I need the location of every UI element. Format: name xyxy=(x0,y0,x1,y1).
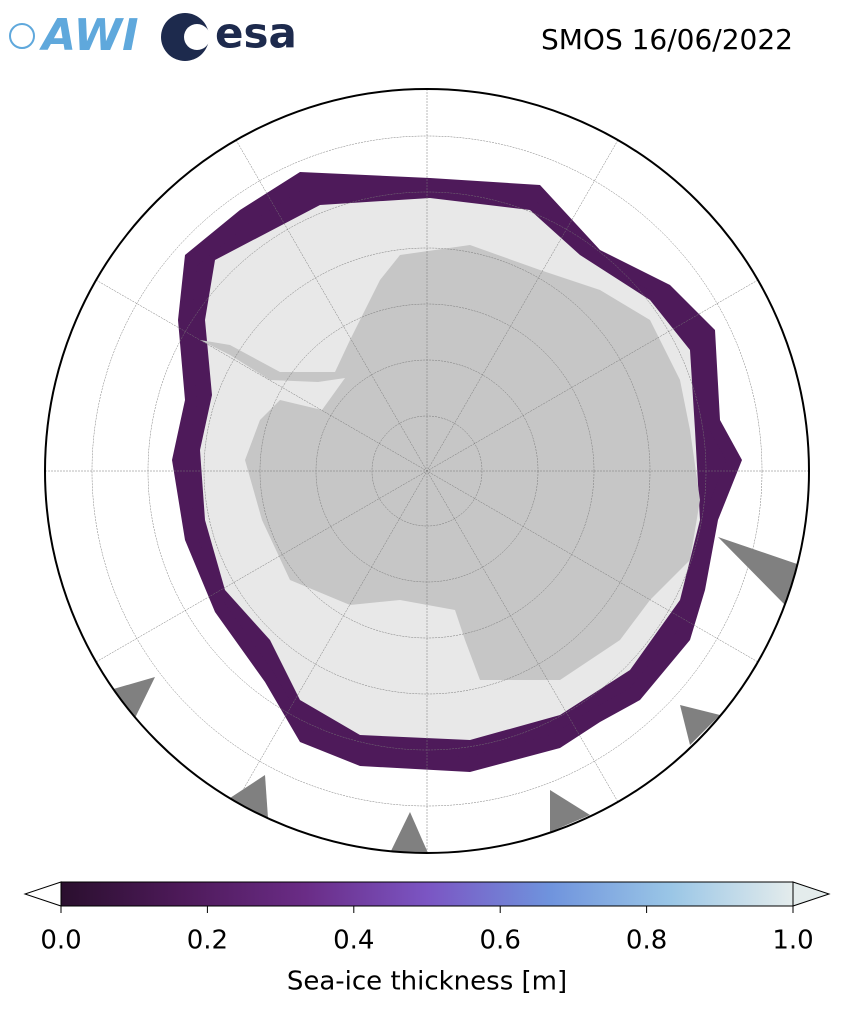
colorbar-extend-min xyxy=(23,881,62,907)
data-gap xyxy=(550,790,590,832)
colorbar-tick-label: 1.0 xyxy=(772,926,813,956)
data-gap xyxy=(230,775,268,818)
colorbar-tick-label: 0.2 xyxy=(187,926,228,956)
colorbar-extend-max xyxy=(792,881,831,907)
graticule xyxy=(45,89,809,853)
colorbar-tick-label: 0.0 xyxy=(40,926,81,956)
data-gap xyxy=(680,705,720,745)
colorbar-label: Sea-ice thickness [m] xyxy=(287,967,567,997)
awi-text: AWI xyxy=(39,10,139,61)
data-gap xyxy=(718,537,800,605)
colorbar-gradient xyxy=(60,881,794,907)
colorbar: 0.0 0.2 0.4 0.6 0.8 1.0 xyxy=(23,881,831,956)
antarctica xyxy=(200,245,700,680)
esa-logo: esa xyxy=(161,9,297,61)
esa-emblem-inner xyxy=(184,24,210,50)
colorbar-tick-label: 0.4 xyxy=(333,926,374,956)
map-frame xyxy=(44,88,810,854)
map xyxy=(45,89,809,853)
colorbar-tick-label: 0.6 xyxy=(480,926,521,956)
meridian xyxy=(95,279,759,663)
missing-data xyxy=(110,537,800,853)
colorbar-tick-label: 0.8 xyxy=(626,926,667,956)
map-title: SMOS 16/06/2022 xyxy=(541,23,793,56)
data-gap xyxy=(390,812,428,853)
awi-logo: AWI xyxy=(9,10,139,61)
awi-globe xyxy=(9,23,35,49)
data-gap xyxy=(110,677,155,718)
esa-text: esa xyxy=(215,9,297,58)
